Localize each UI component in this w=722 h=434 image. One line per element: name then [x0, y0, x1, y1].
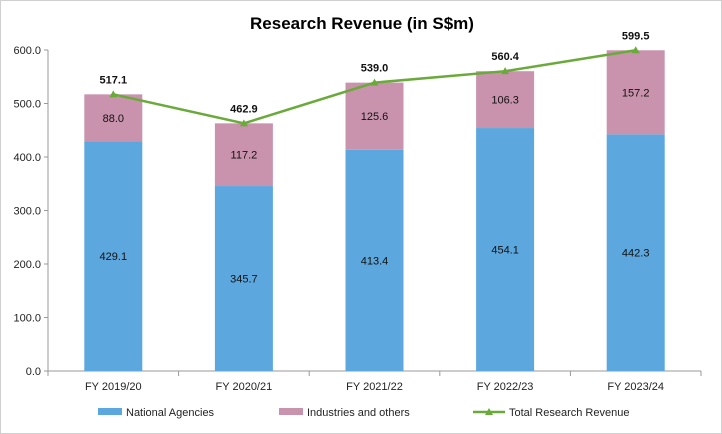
bar-segment: [476, 71, 535, 129]
bar-segment: [214, 186, 273, 371]
y-tick-label: 0.0: [26, 366, 41, 378]
y-tick-label: 600.0: [13, 45, 41, 57]
bar-segment: [84, 141, 143, 371]
legend-label: Industries and others: [307, 407, 410, 419]
bar-value-label: 429.1: [100, 251, 128, 263]
y-tick-label: 100.0: [13, 313, 41, 325]
legend-label: Total Research Revenue: [509, 407, 629, 419]
chart-line: [109, 46, 640, 127]
total-value-label: 560.4: [491, 51, 519, 63]
x-tick-label: FY 2023/24: [607, 381, 664, 393]
legend-swatch: [98, 408, 122, 415]
legend-label: National Agencies: [126, 407, 215, 419]
total-value-label: 599.5: [622, 30, 650, 42]
bar-value-label: 413.4: [361, 255, 389, 267]
bar-value-label: 345.7: [230, 274, 258, 286]
legend-swatch: [279, 408, 303, 415]
bar-segment: [476, 128, 535, 371]
total-point-marker: [501, 67, 510, 75]
total-value-label: 517.1: [100, 74, 128, 86]
bar-value-label: 125.6: [361, 111, 389, 123]
bar-segment: [606, 134, 665, 371]
total-point-marker: [109, 90, 118, 98]
total-point-marker: [239, 119, 248, 127]
bar-segment: [214, 123, 273, 187]
total-point-marker: [370, 78, 379, 86]
x-tick-label: FY 2019/20: [85, 381, 142, 393]
bar-value-label: 106.3: [491, 95, 519, 107]
x-tick-label: FY 2022/23: [477, 381, 534, 393]
total-point-marker: [631, 46, 640, 54]
bar-segment: [345, 149, 404, 371]
bar-segment: [345, 82, 404, 150]
y-tick-label: 400.0: [13, 152, 41, 164]
chart-bars: [84, 50, 665, 371]
y-tick-label: 200.0: [13, 259, 41, 271]
total-value-label: 462.9: [230, 103, 258, 115]
chart-legend: National Agencies Industries and others To…: [98, 407, 629, 419]
chart-title: Research Revenue (in S$m): [250, 14, 474, 33]
bar-value-label: 88.0: [103, 113, 124, 125]
y-tick-label: 300.0: [13, 206, 41, 218]
bar-value-label: 442.3: [622, 248, 650, 260]
chart-data-labels: 429.1 88.0 345.7 117.2 413.4 125.6 454.1 106.3 4…: [100, 30, 650, 285]
x-tick-label: FY 2021/22: [346, 381, 403, 393]
bar-segment: [84, 94, 143, 142]
x-tick-label: FY 2020/21: [216, 381, 273, 393]
y-tick-label: 500.0: [13, 99, 41, 111]
bar-segment: [606, 50, 665, 135]
total-value-label: 539.0: [361, 63, 389, 75]
bar-value-label: 117.2: [231, 150, 258, 162]
bar-value-label: 157.2: [622, 87, 650, 99]
bar-value-label: 454.1: [491, 245, 519, 257]
legend-marker: [485, 408, 493, 415]
